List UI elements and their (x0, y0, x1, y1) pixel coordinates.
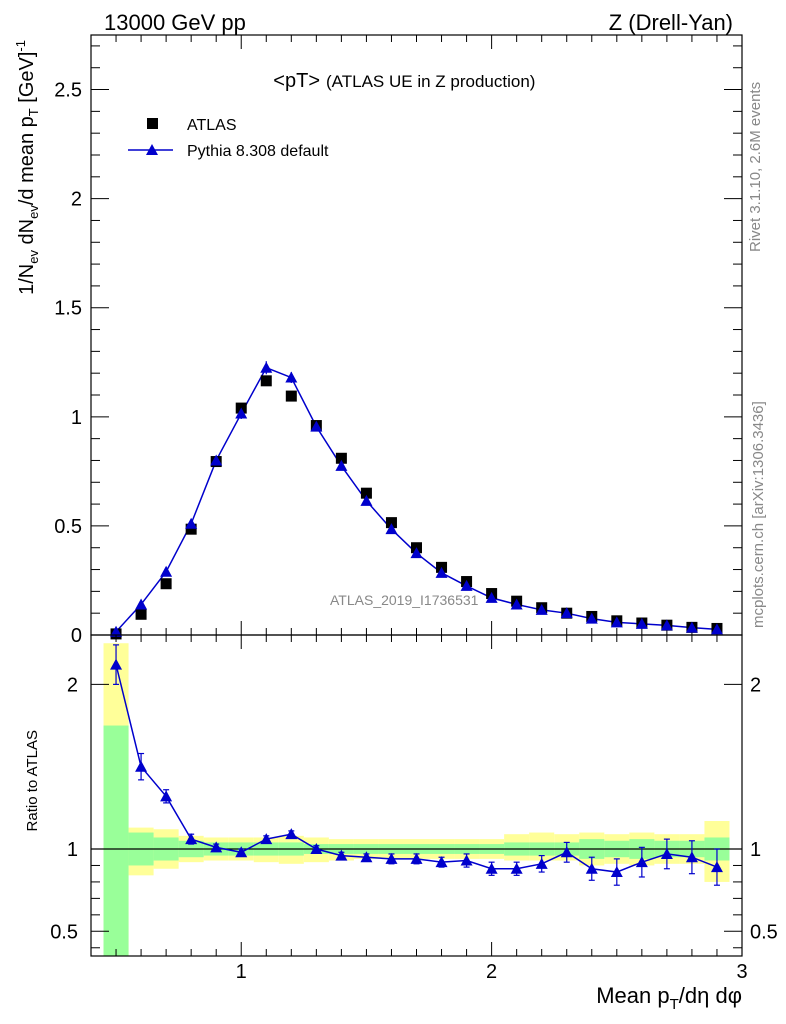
ratio-point (210, 841, 223, 853)
pythia-point (460, 579, 473, 591)
main-y-tick-label: 1 (71, 407, 82, 429)
main-y-tick-label: 2.5 (54, 80, 82, 102)
header-left: 13000 GeV pp (104, 10, 246, 35)
ratio-point (110, 658, 123, 670)
ratio-point (685, 851, 698, 863)
main-y-tick-label: 0 (71, 625, 82, 647)
atlas-point (135, 608, 147, 620)
atlas-point (285, 390, 297, 402)
x-tick-label: 1 (236, 961, 247, 983)
pythia-point (510, 598, 523, 610)
pythia-point (385, 523, 398, 535)
atlas-point (260, 375, 272, 387)
ratio-point (485, 862, 498, 874)
pythia-point (185, 517, 198, 529)
pythia-point (560, 607, 573, 619)
x-axis-label: Mean pT/dη dφ (596, 983, 742, 1013)
watermark: ATLAS_2019_I1736531 (330, 592, 479, 608)
pythia-point (635, 617, 648, 629)
pythia-point (585, 612, 598, 624)
ratio-y-tick-label-right: 0.5 (750, 921, 778, 943)
ratio-point (285, 828, 298, 840)
pythia-point (335, 459, 348, 471)
main-y-tick-label: 1.5 (54, 298, 82, 320)
pythia-point (685, 621, 698, 633)
pythia-point (660, 619, 673, 631)
atlas-point (335, 452, 347, 464)
ratio-point (410, 852, 423, 864)
ratio-y-axis-label: Ratio to ATLAS (24, 730, 41, 831)
ratio-point (385, 852, 398, 864)
ratio-inner-band (103, 725, 129, 956)
legend: ATLAS Pythia 8.308 default (128, 117, 329, 160)
ratio-point (310, 843, 323, 854)
pythia-point (610, 616, 623, 628)
pythia-point (110, 625, 123, 637)
ratio-point (360, 851, 373, 863)
main-y-tick-label: 0.5 (54, 516, 82, 538)
x-tick-label: 3 (736, 961, 747, 983)
ratio-point (710, 861, 723, 873)
pythia-point (535, 603, 548, 615)
ratio-point (160, 790, 173, 802)
ratio-panel: 1 2 30.5 0.51 12 2 (50, 634, 778, 983)
x-tick-label: 2 (486, 961, 497, 983)
main-title-main: <pT> (273, 70, 320, 92)
atlas-point (360, 487, 372, 499)
ratio-point (135, 760, 148, 772)
pythia-point (210, 454, 223, 466)
ratio-point (235, 846, 248, 858)
ratio-point (660, 847, 673, 859)
main-y-axis-label: 1/Nev dNev/d mean pT [GeV]-1 (13, 40, 41, 295)
pythia-point (285, 371, 298, 383)
ratio-y-tick-label-left: 2 (67, 674, 78, 696)
pythia-point (485, 591, 498, 603)
ratio-y-tick-label-left: 0.5 (50, 921, 78, 943)
ratio-point (260, 833, 273, 845)
legend-pythia-marker (146, 144, 158, 155)
pythia-point (310, 420, 323, 432)
main-panel: 0 0.5 1 1.5 2 2.5 (54, 34, 743, 647)
ratio-point (510, 862, 523, 874)
pythia-point (160, 565, 173, 577)
atlas-point (160, 578, 172, 590)
pythia-point (360, 494, 373, 506)
legend-atlas-marker (147, 118, 158, 129)
legend-pythia-label: Pythia 8.308 default (187, 143, 329, 160)
ratio-point (635, 856, 648, 868)
atlas-point (385, 517, 397, 529)
main-title-sub: (ATLAS UE in Z production) (326, 72, 535, 91)
ratio-y-tick-label-right: 1 (750, 839, 761, 861)
ratio-point (585, 862, 598, 874)
ratio-point (610, 866, 623, 878)
atlas-point (185, 523, 197, 535)
rivet-version-label: Rivet 3.1.10, 2.6M events (747, 82, 764, 252)
pythia-point (710, 623, 723, 635)
ratio-point (335, 849, 348, 861)
ratio-point (185, 833, 198, 845)
ratio-point (560, 846, 573, 858)
pythia-point (410, 547, 423, 559)
ratio-frame (90, 634, 743, 957)
pythia-point (435, 566, 448, 578)
ratio-point (460, 854, 473, 866)
pythia-point (135, 598, 148, 610)
header-right: Z (Drell-Yan) (609, 10, 733, 35)
main-y-tick-label: 2 (71, 189, 82, 211)
ratio-point (535, 857, 548, 869)
pythia-point (235, 407, 248, 419)
ratio-point (435, 856, 448, 868)
mcplots-label: mcplots.cern.ch [arXiv:1306.3436] (750, 401, 767, 628)
pythia-point (260, 361, 273, 373)
legend-atlas-label: ATLAS (187, 117, 237, 134)
ratio-y-tick-label-left: 1 (67, 839, 78, 861)
ratio-y-tick-label-right: 2 (750, 674, 761, 696)
